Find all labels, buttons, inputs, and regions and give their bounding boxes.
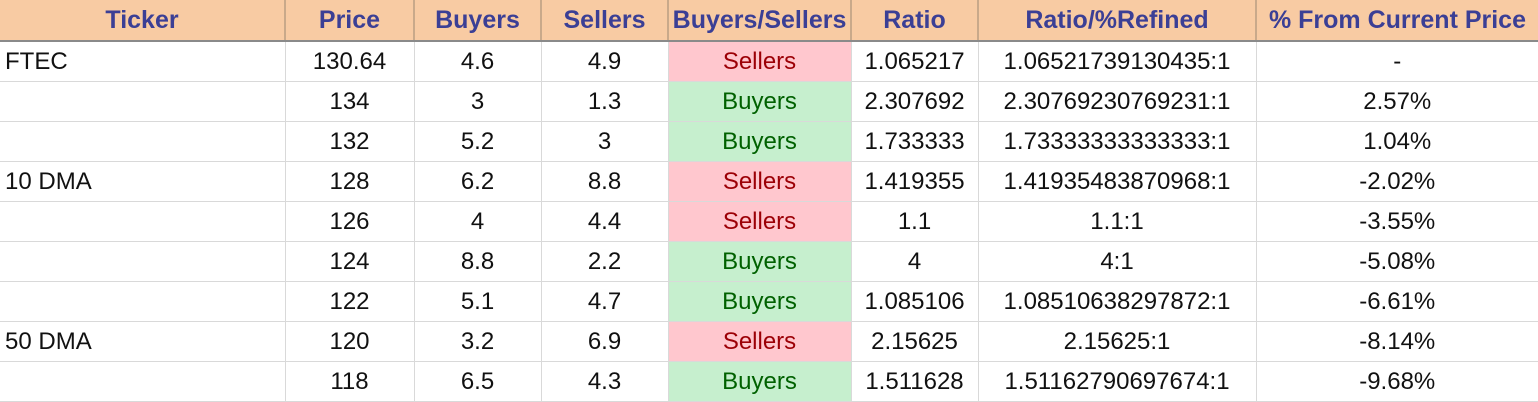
ratio-refined-cell: 1.1:1 [978, 201, 1257, 242]
ticker-cell [0, 201, 286, 242]
buyers-sellers-cell: Buyers [668, 361, 852, 402]
buyers-cell: 6.5 [414, 361, 542, 402]
pct-from-current-cell: - [1256, 41, 1538, 82]
ratio-refined-cell: 1.08510638297872:1 [978, 281, 1257, 322]
sellers-cell: 6.9 [541, 321, 669, 362]
table-row: 50 DMA 120 3.2 6.9 Sellers 2.15625 2.15625:1 -8… [0, 321, 1538, 362]
buyers-sellers-cell: Sellers [668, 41, 852, 82]
sellers-cell: 4.3 [541, 361, 669, 402]
table-row: 122 5.1 4.7 Buyers 1.085106 1.08510638297872:… [0, 281, 1538, 322]
price-cell: 122 [285, 281, 415, 322]
buyers-cell: 5.2 [414, 121, 542, 162]
ratio-cell: 1.511628 [851, 361, 979, 402]
ratio-refined-cell: 1.06521739130435:1 [978, 41, 1257, 82]
ratio-refined-cell: 1.51162790697674:1 [978, 361, 1257, 402]
table-row: FTEC 130.64 4.6 4.9 Sellers 1.065217 1.0652173… [0, 41, 1538, 82]
buyers-sellers-cell: Buyers [668, 81, 852, 122]
price-cell: 120 [285, 321, 415, 362]
ratio-refined-cell: 2.30769230769231:1 [978, 81, 1257, 122]
header-pct-from-current: % From Current Price [1256, 0, 1538, 42]
header-ratio: Ratio [851, 0, 979, 42]
pct-from-current-cell: 2.57% [1256, 81, 1538, 122]
sellers-cell: 1.3 [541, 81, 669, 122]
pct-from-current-cell: -9.68% [1256, 361, 1538, 402]
sellers-cell: 4.4 [541, 201, 669, 242]
ratio-cell: 1.085106 [851, 281, 979, 322]
ticker-cell [0, 361, 286, 402]
ratio-refined-cell: 2.15625:1 [978, 321, 1257, 362]
ticker-cell: FTEC [0, 41, 286, 82]
sellers-cell: 3 [541, 121, 669, 162]
sellers-cell: 4.7 [541, 281, 669, 322]
buyers-cell: 5.1 [414, 281, 542, 322]
ratio-cell: 1.1 [851, 201, 979, 242]
price-cell: 134 [285, 81, 415, 122]
price-cell: 128 [285, 161, 415, 202]
header-sellers: Sellers [541, 0, 669, 42]
pct-from-current-cell: -2.02% [1256, 161, 1538, 202]
table-row: 118 6.5 4.3 Buyers 1.511628 1.51162790697674:… [0, 361, 1538, 402]
pct-from-current-cell: 1.04% [1256, 121, 1538, 162]
ratio-refined-cell: 1.41935483870968:1 [978, 161, 1257, 202]
price-cell: 118 [285, 361, 415, 402]
buyers-cell: 3 [414, 81, 542, 122]
buyers-cell: 8.8 [414, 241, 542, 282]
ratio-cell: 1.419355 [851, 161, 979, 202]
header-row: Ticker Price Buyers Sellers Buyers/Selle… [0, 0, 1538, 42]
header-buyers-sellers: Buyers/Sellers [668, 0, 852, 42]
ticker-cell: 50 DMA [0, 321, 286, 362]
table-row: 132 5.2 3 Buyers 1.733333 1.73333333333333:1 1… [0, 121, 1538, 162]
ticker-cell [0, 121, 286, 162]
price-cell: 126 [285, 201, 415, 242]
ratio-cell: 1.065217 [851, 41, 979, 82]
buyers-sellers-cell: Buyers [668, 121, 852, 162]
buyers-cell: 4 [414, 201, 542, 242]
ratio-cell: 1.733333 [851, 121, 979, 162]
table-row: 134 3 1.3 Buyers 2.307692 2.30769230769231:1 2… [0, 81, 1538, 122]
buyers-sellers-cell: Buyers [668, 281, 852, 322]
ticker-cell [0, 281, 286, 322]
sellers-cell: 2.2 [541, 241, 669, 282]
ticker-cell [0, 81, 286, 122]
pct-from-current-cell: -8.14% [1256, 321, 1538, 362]
table-body: FTEC 130.64 4.6 4.9 Sellers 1.065217 1.0652173… [0, 41, 1538, 402]
sellers-cell: 4.9 [541, 41, 669, 82]
ticker-cell [0, 241, 286, 282]
ticker-cell: 10 DMA [0, 161, 286, 202]
buyers-sellers-cell: Sellers [668, 201, 852, 242]
pct-from-current-cell: -6.61% [1256, 281, 1538, 322]
pct-from-current-cell: -5.08% [1256, 241, 1538, 282]
price-cell: 132 [285, 121, 415, 162]
header-ratio-refined: Ratio/%Refined [978, 0, 1257, 42]
sellers-cell: 8.8 [541, 161, 669, 202]
header-price: Price [285, 0, 415, 42]
ratio-cell: 2.307692 [851, 81, 979, 122]
buyers-cell: 3.2 [414, 321, 542, 362]
buyers-sellers-cell: Sellers [668, 321, 852, 362]
ratio-cell: 4 [851, 241, 979, 282]
buyers-sellers-cell: Buyers [668, 241, 852, 282]
table-row: 124 8.8 2.2 Buyers 4 4:1 -5.08% [0, 241, 1538, 282]
price-cell: 130.64 [285, 41, 415, 82]
table-row: 10 DMA 128 6.2 8.8 Sellers 1.419355 1.41935483… [0, 161, 1538, 202]
ratio-cell: 2.15625 [851, 321, 979, 362]
ratio-refined-cell: 4:1 [978, 241, 1257, 282]
buyers-cell: 6.2 [414, 161, 542, 202]
header-ticker: Ticker [0, 0, 286, 42]
pct-from-current-cell: -3.55% [1256, 201, 1538, 242]
table-row: 126 4 4.4 Sellers 1.1 1.1:1 -3.55% [0, 201, 1538, 242]
price-cell: 124 [285, 241, 415, 282]
buyers-cell: 4.6 [414, 41, 542, 82]
header-buyers: Buyers [414, 0, 542, 42]
buyers-sellers-cell: Sellers [668, 161, 852, 202]
ratio-refined-cell: 1.73333333333333:1 [978, 121, 1257, 162]
